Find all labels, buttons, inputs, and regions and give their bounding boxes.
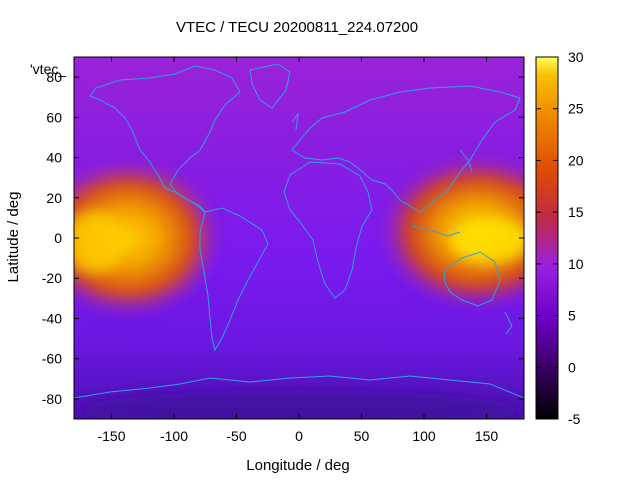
y-tick-label: -80 — [42, 391, 62, 407]
coastline-uk — [291, 112, 299, 131]
colorbar-tick-label: 0 — [568, 359, 576, 375]
coastline-north-america — [89, 65, 241, 213]
hotspot-west-pacific-core — [450, 218, 524, 262]
colorbar-tick-label: 10 — [568, 256, 584, 272]
coastline-australia — [443, 251, 501, 307]
x-tick-label: -150 — [97, 428, 125, 444]
y-tick-label: 0 — [54, 230, 62, 246]
y-tick-label: -20 — [42, 270, 62, 286]
series-label: 'vtec_ — [30, 61, 66, 77]
y-tick-label: 80 — [46, 69, 62, 85]
coastline-africa — [283, 161, 373, 299]
heatmap-area — [74, 57, 524, 419]
coastline-greenland — [249, 63, 291, 109]
coastline-new-zealand — [504, 311, 513, 335]
x-tick-label: -100 — [160, 428, 188, 444]
y-tick-label: -60 — [42, 351, 62, 367]
chart-title: VTEC / TECU 20200811_224.07200 — [176, 19, 418, 36]
y-tick-label: 60 — [46, 109, 62, 125]
colorbar-tick-label: 25 — [568, 101, 584, 117]
coastline-indonesia — [411, 225, 461, 237]
x-axis-label: Longitude / deg — [246, 457, 349, 474]
coastline-antarctica — [74, 375, 524, 399]
colorbar — [535, 56, 559, 420]
x-tick-label: 0 — [295, 428, 303, 444]
coastline-south-america — [199, 207, 269, 352]
y-tick-label: -40 — [42, 310, 62, 326]
coastlines — [74, 63, 524, 399]
colorbar-tick-label: 30 — [568, 49, 584, 65]
coastline-japan — [459, 149, 473, 173]
polar-dark-south — [80, 390, 520, 419]
x-tick-label: 150 — [475, 428, 499, 444]
colorbar-tick-label: 15 — [568, 204, 584, 220]
y-axis-ticks: -80 -60 -40 -20 0 20 40 60 80 — [42, 69, 524, 407]
colorbar-tick-label: 5 — [568, 308, 576, 324]
y-axis-label: Latitude / deg — [5, 192, 22, 283]
hotspot-east-pacific-core — [74, 212, 125, 272]
x-axis-ticks: -150 -100 -50 0 50 100 150 — [97, 57, 498, 444]
colorbar-tick-label: -5 — [568, 411, 581, 427]
x-tick-label: -50 — [226, 428, 246, 444]
colorbar-tick-label: 20 — [568, 152, 584, 168]
y-tick-label: 20 — [46, 190, 62, 206]
coastline-eurasia — [291, 85, 521, 213]
y-tick-label: 40 — [46, 150, 62, 166]
x-tick-label: 100 — [412, 428, 436, 444]
colorbar-ticks: -5 0 5 10 15 20 25 30 — [536, 49, 584, 427]
hotspot-west-pacific — [378, 154, 524, 310]
x-tick-label: 50 — [354, 428, 370, 444]
